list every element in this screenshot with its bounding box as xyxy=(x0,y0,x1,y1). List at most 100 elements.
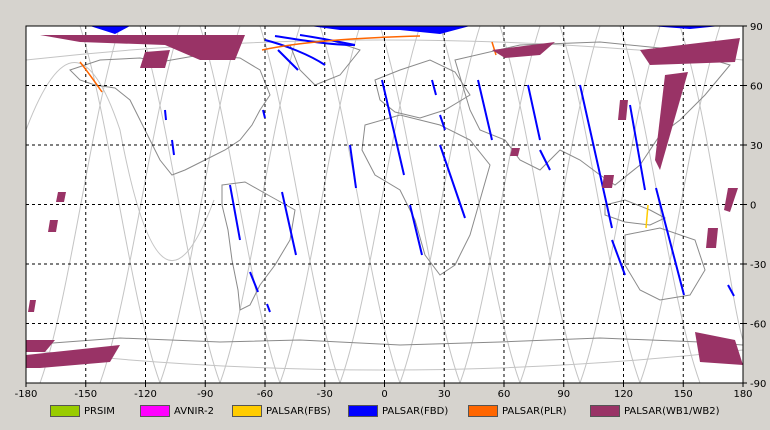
plr-swaths xyxy=(79,35,497,93)
legend-item: AVNIR-2 xyxy=(140,404,214,418)
orbit-track xyxy=(459,25,541,384)
wb-swath xyxy=(26,345,120,368)
orbit-track xyxy=(499,25,581,384)
fbd-arctic-band xyxy=(650,26,720,29)
legend-swatch xyxy=(348,405,378,417)
y-tick-label: -60 xyxy=(750,320,766,331)
fbd-swath xyxy=(439,144,466,219)
fbs-swaths xyxy=(645,204,649,229)
wb-swath xyxy=(40,35,245,60)
x-tick-label: 60 xyxy=(498,389,511,400)
legend-item: PRSIM xyxy=(50,404,115,418)
orbit-track xyxy=(219,25,301,384)
y-tick-label: -90 xyxy=(750,379,766,390)
legend-swatch xyxy=(140,405,170,417)
plr-swath xyxy=(79,61,103,93)
fbd-swath xyxy=(277,49,299,71)
fbd-arctic-coverage xyxy=(90,26,720,34)
wb-swath xyxy=(706,228,718,248)
fbd-swath xyxy=(229,184,241,241)
x-tick-label: -30 xyxy=(317,389,333,400)
y-tick-label: 90 xyxy=(750,22,763,33)
fbd-swath xyxy=(409,204,423,256)
wb-swath xyxy=(510,148,520,156)
wb-swath xyxy=(28,300,36,312)
orbit-track xyxy=(159,25,241,384)
orbit-track xyxy=(319,25,401,384)
x-tick-label: 30 xyxy=(438,389,451,400)
legend-label: PALSAR(FBS) xyxy=(266,405,331,417)
legend-swatch xyxy=(590,405,620,417)
legend-swatch xyxy=(50,405,80,417)
x-tick-label: 150 xyxy=(674,389,693,400)
orbit-track xyxy=(79,25,161,384)
y-tick-label: 0 xyxy=(750,201,756,212)
fbd-swath xyxy=(299,34,356,46)
plr-swath xyxy=(261,35,421,51)
orbit-track xyxy=(25,62,215,262)
orbit-track xyxy=(259,25,341,384)
x-tick-label: 180 xyxy=(733,389,752,400)
x-tick-label: 90 xyxy=(557,389,570,400)
legend-label: PALSAR(FBD) xyxy=(382,405,449,417)
x-tick-label: -150 xyxy=(74,389,97,400)
x-tick-label: -90 xyxy=(197,389,213,400)
orbit-track xyxy=(199,25,281,384)
fbd-swath xyxy=(281,191,297,256)
legend-label: PALSAR(WB1/WB2) xyxy=(624,405,720,417)
orbit-track xyxy=(339,25,421,384)
fbd-arctic-band xyxy=(310,26,470,34)
x-tick-label: 120 xyxy=(614,389,633,400)
y-tick-label: 30 xyxy=(750,141,763,152)
fbd-swath xyxy=(264,39,326,66)
fbd-swath xyxy=(262,109,266,119)
fbd-swath xyxy=(164,109,167,121)
fbd-swath xyxy=(727,284,735,297)
legend-label: AVNIR-2 xyxy=(174,405,214,417)
orbit-track xyxy=(439,25,521,384)
legend-label: PRSIM xyxy=(84,405,115,417)
orbit-track xyxy=(579,25,661,384)
wb-swath xyxy=(602,175,614,188)
x-tick-label: -60 xyxy=(257,389,273,400)
orbit-track xyxy=(639,25,721,384)
orbit-track xyxy=(39,25,121,384)
coastline-antarctica xyxy=(25,337,744,346)
orbit-track xyxy=(519,25,601,384)
coastline-australia xyxy=(624,227,706,301)
y-tick-label: 60 xyxy=(750,82,763,93)
coastline-africa xyxy=(361,114,491,276)
legend-swatch xyxy=(232,405,262,417)
fbd-swath xyxy=(655,187,685,296)
wb-swath xyxy=(724,188,738,212)
plr-swath xyxy=(491,41,497,56)
fbd-swath xyxy=(539,149,551,171)
x-tick-label: -120 xyxy=(134,389,157,400)
wb-swath xyxy=(640,38,740,65)
fbd-swath xyxy=(349,144,357,189)
orbit-track xyxy=(679,25,744,341)
fbd-swath xyxy=(527,84,541,141)
fbd-swaths xyxy=(164,34,735,313)
fbd-swath xyxy=(477,79,493,141)
legend-swatch xyxy=(468,405,498,417)
wb-swath xyxy=(26,340,55,352)
orbit-track xyxy=(379,25,461,384)
wb-swath xyxy=(492,42,555,58)
legend-label: PALSAR(PLR) xyxy=(502,405,567,417)
fbd-swath xyxy=(579,84,613,229)
wb-swaths xyxy=(26,35,743,368)
fbd-swath xyxy=(611,239,626,276)
coverage-map: -180 -150 -120 -90 -60 -30 0 30 60 90 120 150 180 90 6… xyxy=(15,22,767,400)
wb-swath xyxy=(56,192,66,202)
orbit-track xyxy=(559,25,641,384)
wb-swath xyxy=(655,72,688,170)
orbit-track xyxy=(619,25,701,384)
plot-border xyxy=(25,25,744,384)
fbd-swath xyxy=(171,139,175,156)
orbit-track xyxy=(99,25,181,384)
orbit-track xyxy=(279,25,361,384)
legend-item: PALSAR(PLR) xyxy=(468,404,566,418)
wb-swath xyxy=(618,100,628,120)
x-tick-label: -180 xyxy=(15,389,38,400)
